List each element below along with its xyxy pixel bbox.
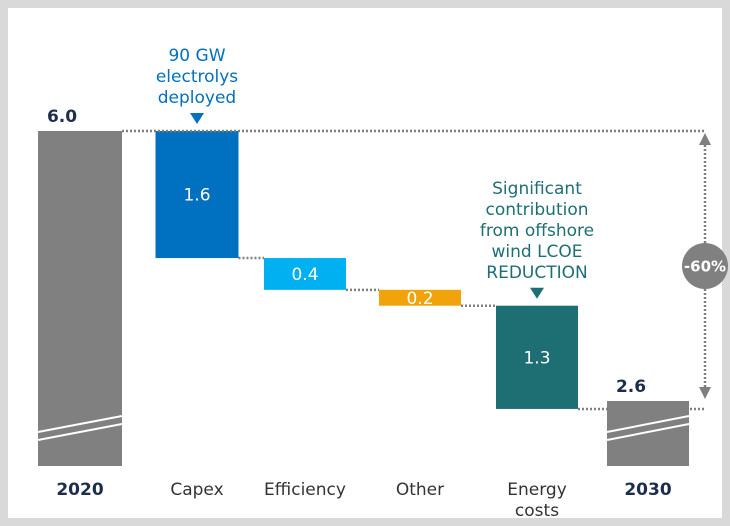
value-label: 6.0 (47, 107, 77, 127)
axis-break (37, 423, 123, 441)
bar (38, 131, 122, 466)
annotation-pointer (190, 113, 204, 124)
category-label: 2030 (624, 480, 672, 500)
arrow-head (699, 387, 711, 399)
category-label: 2020 (56, 480, 104, 500)
bar (264, 258, 346, 290)
value-label: 1.3 (523, 348, 550, 368)
change-label: -60% (684, 258, 726, 276)
axis-break (606, 423, 690, 441)
category-label: Energy costs (507, 480, 567, 521)
category-label: Capex (170, 480, 224, 500)
axis-break (37, 415, 123, 433)
bar (607, 401, 689, 466)
axis-break (606, 415, 690, 433)
chart-area (8, 8, 722, 518)
bar (379, 289, 461, 306)
annotation: 90 GW electrolys deployed (155, 46, 239, 108)
value-label: 0.4 (291, 265, 318, 285)
value-label: 0.2 (406, 289, 433, 309)
bar (155, 131, 239, 259)
arrow-head (699, 133, 711, 145)
category-label: Efficiency (264, 480, 346, 500)
value-label: 2.6 (616, 377, 646, 397)
annotation-pointer (530, 287, 544, 299)
value-label: 1.6 (183, 186, 210, 206)
change-badge (682, 243, 728, 289)
bar (496, 305, 578, 409)
annotation: Significant contribution from offshore w… (479, 178, 595, 283)
category-label: Other (395, 480, 445, 500)
